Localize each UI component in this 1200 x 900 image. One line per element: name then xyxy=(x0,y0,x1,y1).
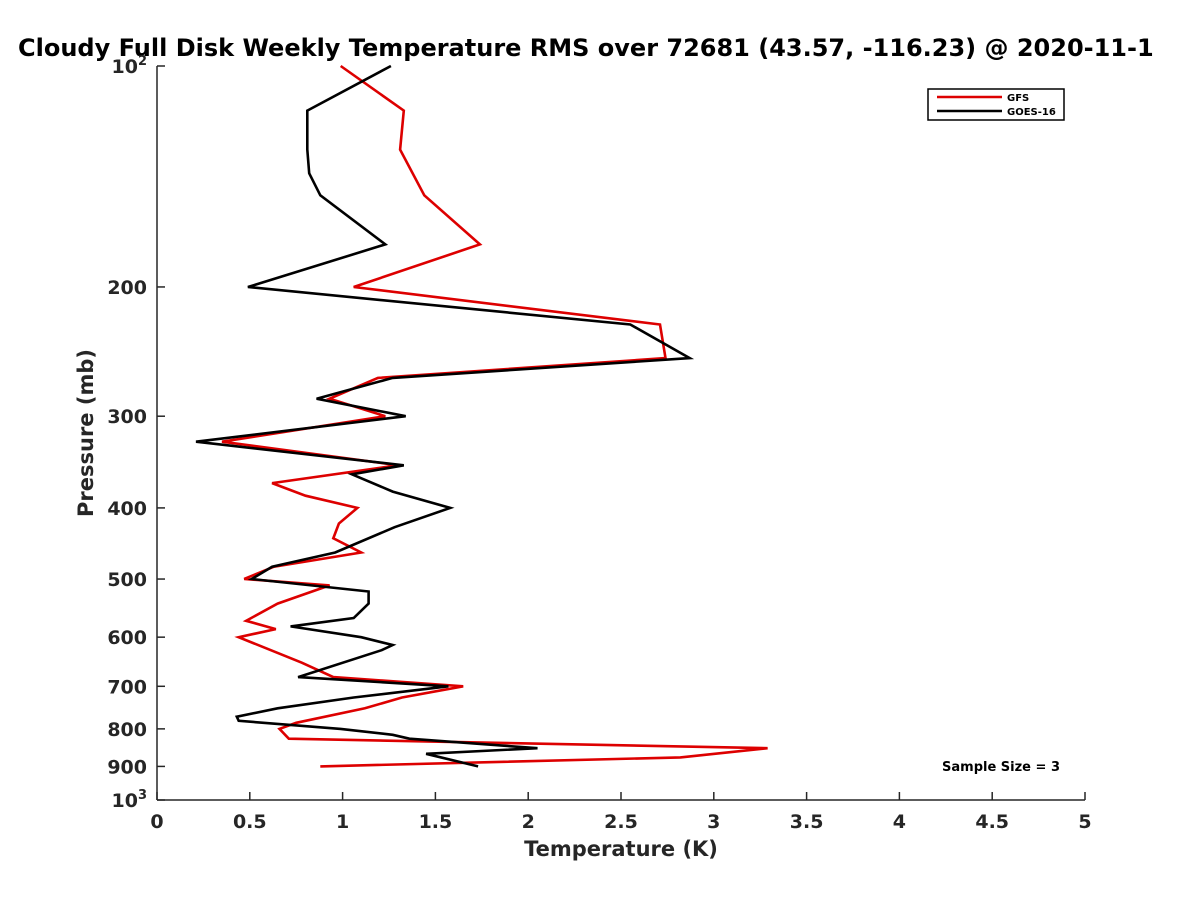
sample-size-annotation: Sample Size = 3 xyxy=(942,760,1060,775)
legend-label-gfs: GFS xyxy=(1007,93,1029,104)
y-tick-label: 400 xyxy=(107,498,147,520)
chart-title: Cloudy Full Disk Weekly Temperature RMS … xyxy=(18,34,1154,62)
legend: GFS GOES-16 xyxy=(927,88,1065,121)
x-tick-label: 3 xyxy=(707,811,720,833)
x-axis-ticks: 0 0.5 1 1.5 2 2.5 3 3.5 4 4.5 5 xyxy=(150,792,1092,833)
x-tick-label: 2 xyxy=(522,811,535,833)
y-tick-label: 103 xyxy=(112,788,148,812)
x-tick-label: 3.5 xyxy=(790,811,824,833)
x-tick-label: 4.5 xyxy=(975,811,1009,833)
y-tick-label: 600 xyxy=(107,627,147,649)
x-tick-label: 0.5 xyxy=(233,811,267,833)
y-tick-label: 200 xyxy=(107,277,147,299)
x-tick-label: 1 xyxy=(336,811,349,833)
y-axis-ticks: 102 200 300 400 500 600 700 800 900 103 xyxy=(107,54,165,812)
x-tick-label: 0 xyxy=(150,811,163,833)
y-tick-label: 700 xyxy=(107,676,147,698)
plot-lines xyxy=(195,64,768,768)
x-tick-label: 1.5 xyxy=(419,811,453,833)
x-tick-label: 5 xyxy=(1078,811,1091,833)
series-line-gfs xyxy=(221,64,768,768)
y-tick-label: 500 xyxy=(107,569,147,591)
y-tick-label: 800 xyxy=(107,719,147,741)
x-axis-title: Temperature (K) xyxy=(524,837,718,861)
y-tick-label: 900 xyxy=(107,756,147,778)
x-tick-label: 4 xyxy=(893,811,906,833)
series-line-goes-16 xyxy=(195,64,695,768)
y-axis-title: Pressure (mb) xyxy=(74,349,98,517)
legend-label-goes-16: GOES-16 xyxy=(1007,107,1056,118)
x-tick-label: 2.5 xyxy=(604,811,638,833)
legend-box xyxy=(927,88,1065,121)
y-tick-label: 300 xyxy=(107,406,147,428)
y-tick-label: 102 xyxy=(112,54,148,78)
